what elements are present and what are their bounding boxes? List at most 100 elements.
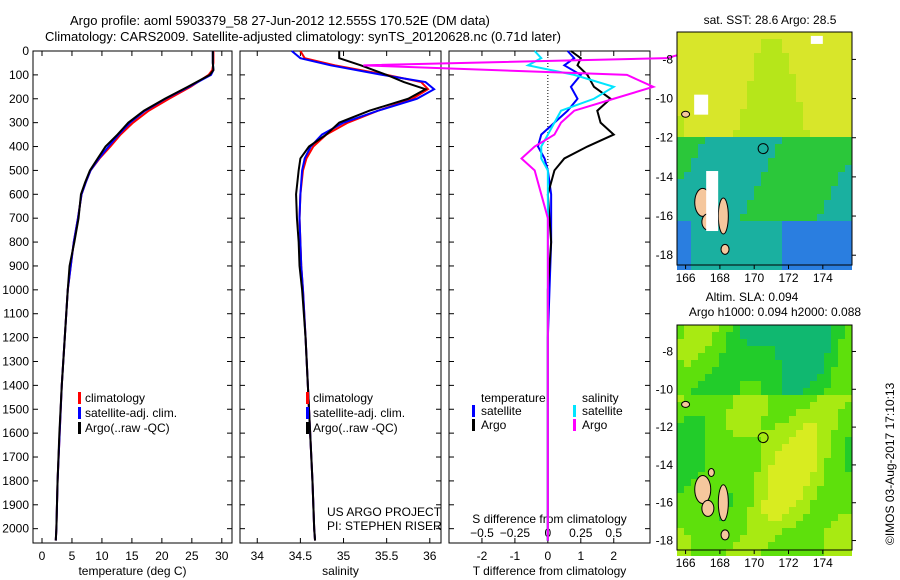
- map-frame-0: [676, 31, 853, 266]
- y-tick-label: 1600: [2, 426, 29, 440]
- map-cell: [747, 179, 754, 186]
- map-cell: [817, 193, 824, 200]
- map-cell: [705, 95, 712, 102]
- map-cell: [677, 479, 684, 486]
- map-cell: [754, 346, 761, 353]
- map-cell: [747, 528, 754, 535]
- map-cell: [726, 409, 733, 416]
- map-cell: [775, 430, 782, 437]
- map-cell: [747, 402, 754, 409]
- map-cell: [782, 39, 789, 46]
- map-cell: [831, 514, 838, 521]
- map-cell: [782, 249, 789, 256]
- map-cell: [831, 381, 838, 388]
- map-cell: [817, 130, 824, 137]
- map-cell: [831, 549, 838, 556]
- map-cell: [761, 137, 768, 144]
- island: [720, 529, 730, 541]
- map-cell: [789, 193, 796, 200]
- map-cell: [824, 102, 831, 109]
- map-cell: [719, 32, 726, 39]
- y-tick-label: 300: [9, 116, 29, 130]
- map-cell: [768, 81, 775, 88]
- map-cell: [747, 116, 754, 123]
- map-cell: [761, 325, 768, 332]
- map-cell: [803, 228, 810, 235]
- map-cell: [761, 409, 768, 416]
- series-line-argo: [546, 50, 616, 541]
- map-cell: [796, 151, 803, 158]
- map-cell: [824, 221, 831, 228]
- map-cell: [747, 353, 754, 360]
- map-cell: [740, 486, 747, 493]
- map-cell: [705, 60, 712, 67]
- map-cell: [747, 339, 754, 346]
- map-cell: [768, 256, 775, 263]
- s-diff-tick-label: 0.5: [605, 526, 622, 540]
- map-cell: [803, 137, 810, 144]
- map-cell: [775, 151, 782, 158]
- map-cell: [803, 263, 810, 270]
- map-cell: [845, 472, 852, 479]
- map-cell: [747, 221, 754, 228]
- map-cell: [733, 186, 740, 193]
- map-cell: [684, 88, 691, 95]
- map-cell: [817, 207, 824, 214]
- map-cell: [684, 263, 691, 270]
- map-cell: [719, 346, 726, 353]
- map-cell: [705, 409, 712, 416]
- map-cell: [824, 32, 831, 39]
- map-cell: [831, 53, 838, 60]
- map-cell: [782, 507, 789, 514]
- map-cell: [796, 437, 803, 444]
- map-cell: [684, 53, 691, 60]
- map-cell: [726, 242, 733, 249]
- map-cell: [747, 256, 754, 263]
- map-cell: [698, 179, 705, 186]
- s-diff-axis-label: S difference from climatology: [472, 512, 627, 526]
- map-cell: [845, 74, 852, 81]
- map-cell: [838, 256, 845, 263]
- map-cell: [747, 74, 754, 81]
- map-cell: [698, 381, 705, 388]
- map-cell: [684, 416, 691, 423]
- map-cell: [845, 214, 852, 221]
- map-cell: [698, 549, 705, 556]
- map-cell: [712, 116, 719, 123]
- map-cell: [810, 360, 817, 367]
- map-cell: [747, 46, 754, 53]
- map-cell: [817, 402, 824, 409]
- map-cell: [831, 67, 838, 74]
- map-cell: [831, 521, 838, 528]
- map-cell: [747, 123, 754, 130]
- map-cell: [775, 339, 782, 346]
- map-cell: [684, 381, 691, 388]
- map-cell: [824, 228, 831, 235]
- map-cell: [845, 200, 852, 207]
- map-cell: [803, 416, 810, 423]
- map-cell: [845, 360, 852, 367]
- map-cell: [698, 214, 705, 221]
- map-cell: [705, 374, 712, 381]
- map-cell: [824, 235, 831, 242]
- map-cell: [719, 158, 726, 165]
- map-cell: [691, 130, 698, 137]
- map-cell: [831, 88, 838, 95]
- map-cell: [754, 381, 761, 388]
- map-cell: [831, 528, 838, 535]
- map-cell: [845, 402, 852, 409]
- map-cell: [754, 221, 761, 228]
- map-cell: [726, 207, 733, 214]
- map-cell: [796, 53, 803, 60]
- map-cell: [831, 507, 838, 514]
- map-cell: [754, 528, 761, 535]
- map-cell: [740, 67, 747, 74]
- map-cell: [838, 514, 845, 521]
- map-cell: [775, 95, 782, 102]
- map-cell: [775, 235, 782, 242]
- map-cell: [698, 67, 705, 74]
- map-cell: [677, 172, 684, 179]
- map-cell: [824, 339, 831, 346]
- map-cell: [838, 144, 845, 151]
- map-cell: [698, 458, 705, 465]
